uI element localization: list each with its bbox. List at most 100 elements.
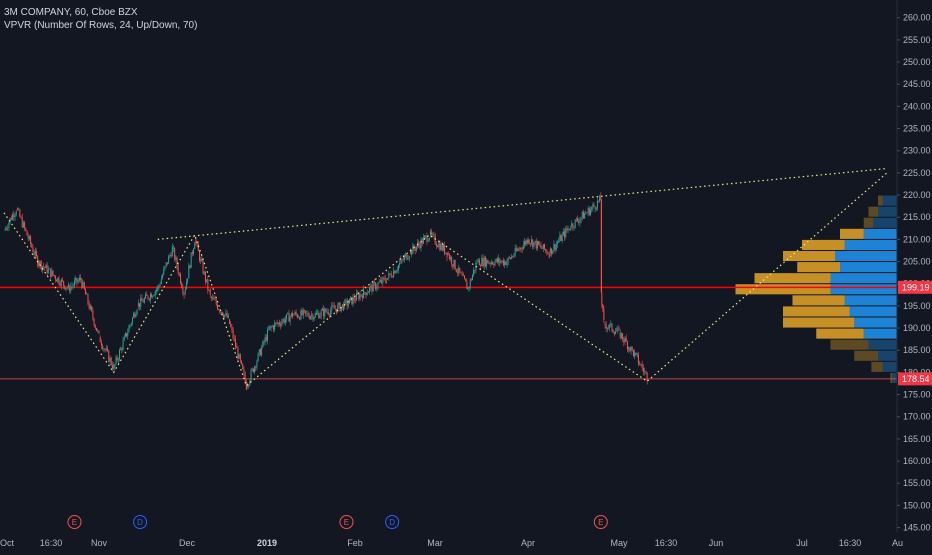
candle [78,277,80,281]
candle [580,217,582,220]
candle [183,293,185,296]
candle [371,285,373,292]
candle [369,287,371,292]
vp-down-bar [840,228,864,239]
candle [26,230,28,236]
candle [524,241,525,245]
candle [315,312,317,315]
candle [230,323,232,327]
candle [393,270,395,277]
candle [645,371,647,373]
candle [247,385,249,387]
candle [8,222,10,228]
candle [236,346,238,349]
price-tick-label: 255.00 [903,35,931,45]
candle [629,347,631,352]
candle [539,244,541,246]
earnings-marker[interactable]: E [339,515,354,529]
candle [96,327,98,331]
candle [590,209,592,215]
candle [289,316,291,322]
candle [121,348,123,350]
price-tick-label: 150.00 [903,500,931,510]
vp-up-bar [830,273,897,284]
price-tick-label: 190.00 [903,323,931,333]
candle [349,298,351,304]
trendline[interactable] [3,172,888,387]
candle [381,280,383,284]
candle [438,243,440,248]
candle [544,244,546,250]
candle [612,330,614,333]
candle [39,261,41,266]
candle [204,271,206,282]
candle [290,312,292,317]
candle [14,214,16,218]
candle [148,298,150,300]
candle [265,337,267,341]
candle [66,287,68,289]
trendline[interactable] [157,167,887,240]
dividend-marker[interactable]: D [133,515,148,529]
candle [414,248,416,251]
candle [257,353,259,362]
candle [300,310,302,320]
candle [333,306,335,309]
candle [287,312,289,315]
candle [151,294,153,298]
candle [135,313,137,317]
indicator-title[interactable]: VPVR (Number Of Rows, 24, Up/Down, 70) [4,20,198,31]
candle [340,306,342,312]
candle [389,273,391,275]
candle [586,212,588,214]
candle [214,299,216,301]
candle [20,216,22,218]
candle [180,273,182,284]
candle [573,227,575,229]
candle [193,249,195,254]
candle [600,199,602,293]
candle [77,280,79,283]
candle [549,248,551,253]
candle [57,277,59,282]
vp-down-bar [792,295,845,306]
vp-down-bar [797,262,840,273]
candle [244,373,246,382]
candle [470,279,472,281]
candle [548,253,550,258]
earnings-marker[interactable]: E [67,515,82,529]
candle [301,310,303,316]
candle [639,363,641,365]
earnings-marker[interactable]: E [593,515,608,529]
candle [111,364,113,369]
candle [399,263,401,266]
vp-down-bar [816,328,864,339]
candle [469,279,471,288]
candle [190,252,192,268]
candle [510,257,511,259]
candle [280,324,282,326]
price-tick-label: 240.00 [903,101,931,111]
candle [330,310,332,316]
candle [213,297,215,300]
candle [323,308,325,317]
candle [59,283,61,286]
time-tick-label: Nov [91,538,108,548]
candle [248,384,250,387]
candle [64,285,66,290]
price-tick-label: 215.00 [903,212,931,222]
chart-legend: 3M COMPANY, 60, Cboe BZX VPVR (Number Of… [4,6,197,32]
candle [228,319,230,324]
price-tick-label: 205.00 [903,257,931,267]
candle [271,325,273,327]
marker-label: E [344,518,349,527]
candle [177,266,179,274]
candle [462,275,464,277]
candle [433,234,435,236]
candle [94,325,96,328]
candle [102,345,104,350]
symbol-title[interactable]: 3M COMPANY, 60, Cboe BZX [4,7,138,18]
dividend-marker[interactable]: D [385,515,400,529]
